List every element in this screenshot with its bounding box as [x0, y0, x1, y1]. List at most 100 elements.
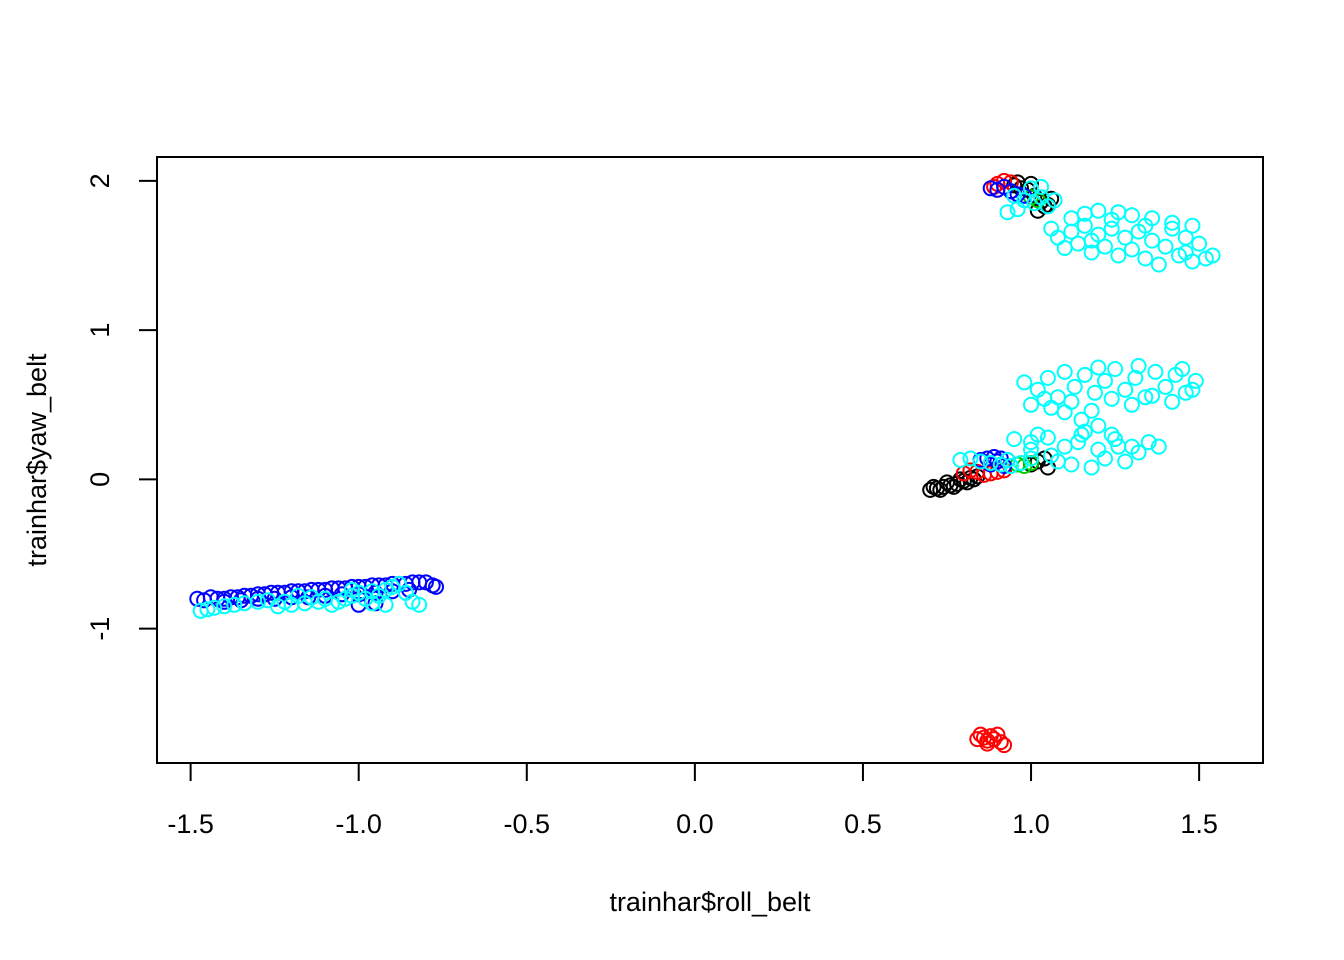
data-point [266, 590, 283, 607]
data-point [1029, 426, 1046, 443]
data-point [1184, 217, 1201, 234]
x-tick-label: 1.5 [1180, 809, 1218, 839]
data-point [1076, 217, 1093, 234]
data-point [1117, 381, 1134, 398]
data-point [1147, 363, 1164, 380]
data-point [1123, 396, 1140, 413]
data-point [1097, 372, 1113, 389]
data-point [1023, 180, 1039, 197]
data-point [1110, 438, 1127, 455]
data-point [1090, 359, 1107, 376]
data-point [276, 593, 293, 610]
data-point [1140, 434, 1157, 451]
data-point [1123, 241, 1140, 258]
data-point [989, 726, 1006, 743]
data-point [1090, 202, 1107, 219]
data-point [411, 596, 428, 613]
data-point [1184, 381, 1201, 398]
data-point [1083, 459, 1100, 476]
data-point [1164, 214, 1181, 231]
data-point [226, 596, 243, 613]
data-point [1137, 250, 1154, 267]
data-point [1127, 369, 1144, 386]
x-tick-label: 0.0 [676, 809, 714, 839]
data-point [979, 735, 996, 752]
data-point [1107, 431, 1124, 448]
data-point [290, 587, 307, 604]
y-tick-label: 0 [85, 472, 115, 487]
x-tick-label: 0.5 [844, 809, 882, 839]
data-point [1023, 396, 1039, 413]
data-point [1103, 390, 1120, 407]
data-point [1137, 389, 1154, 406]
data-point [1177, 244, 1194, 261]
data-point [1204, 247, 1221, 264]
x-axis-title: trainhar$roll_belt [609, 887, 811, 917]
data-points [189, 172, 1221, 754]
data-point [1144, 232, 1161, 249]
data-point [1023, 450, 1039, 467]
x-tick-label: -1.0 [335, 809, 382, 839]
data-point [1103, 426, 1120, 443]
data-point [969, 731, 986, 748]
x-tick-label: 1.0 [1012, 809, 1050, 839]
y-axis-title: trainhar$yaw_belt [22, 353, 52, 567]
data-point [1006, 431, 1023, 448]
data-point [1103, 211, 1120, 228]
data-point [1070, 235, 1087, 252]
data-point [1039, 369, 1056, 386]
data-point [1033, 178, 1050, 195]
data-point [1046, 192, 1063, 209]
data-point [199, 601, 216, 618]
data-point [1036, 390, 1053, 407]
data-point [1090, 417, 1107, 434]
data-point [1056, 363, 1073, 380]
data-point [344, 581, 360, 598]
y-tick-label: 1 [85, 323, 115, 338]
data-point [1164, 393, 1181, 410]
y-axis: -1 0 1 2 [85, 173, 158, 641]
data-point [1076, 366, 1093, 383]
data-point [1009, 201, 1026, 218]
data-point [1157, 378, 1174, 395]
data-point [1063, 393, 1080, 410]
data-point [1130, 444, 1147, 461]
data-point [1066, 378, 1083, 395]
data-point [1117, 453, 1134, 470]
data-point [1063, 456, 1080, 473]
data-point [1107, 361, 1124, 377]
data-point [1083, 402, 1100, 419]
data-point [1097, 450, 1113, 467]
data-point [1157, 238, 1174, 255]
data-point [1150, 438, 1167, 455]
data-point [952, 452, 969, 468]
data-point [1070, 434, 1087, 451]
data-point [1016, 374, 1033, 391]
data-point [1023, 441, 1039, 458]
data-point [1110, 247, 1127, 264]
data-point [1187, 372, 1204, 389]
data-point [1123, 207, 1140, 224]
data-point [1083, 244, 1100, 261]
x-tick-label: -1.5 [167, 809, 214, 839]
data-point [1164, 220, 1181, 237]
data-point [333, 586, 350, 603]
data-point [1117, 229, 1134, 246]
data-point [1144, 387, 1161, 404]
x-axis: -1.5 -1.0 -0.5 0.0 0.5 1.0 1.5 [167, 762, 1218, 839]
data-point [1191, 235, 1208, 252]
data-point [972, 453, 989, 470]
x-tick-label: -0.5 [504, 809, 551, 839]
data-point [1174, 361, 1191, 377]
data-point [428, 578, 444, 595]
data-point [999, 452, 1016, 468]
data-point [1086, 384, 1103, 401]
data-point [364, 583, 381, 600]
data-point [1150, 256, 1167, 273]
data-point [999, 204, 1016, 221]
data-point [1056, 240, 1073, 256]
data-point [1063, 210, 1080, 227]
data-point [982, 455, 999, 471]
data-point [1056, 438, 1073, 455]
